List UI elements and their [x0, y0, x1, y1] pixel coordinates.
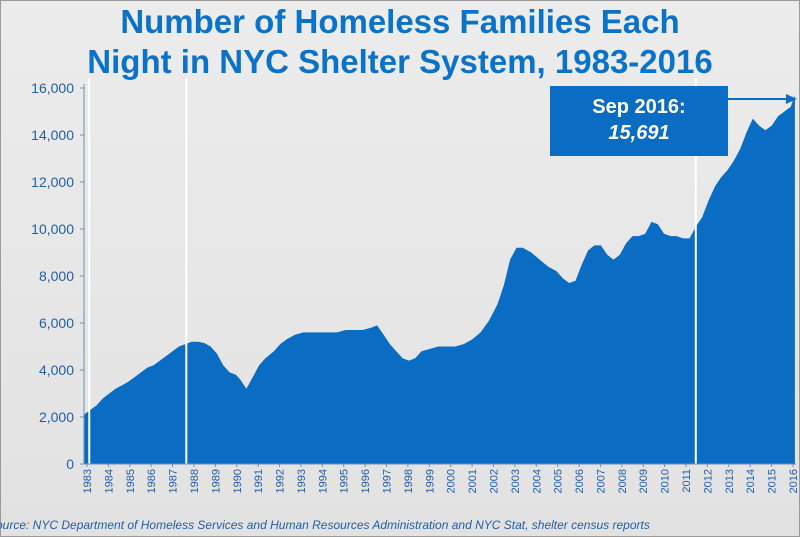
annotation-callout: Sep 2016: 15,691	[550, 86, 728, 156]
x-tick-label-0: 1983	[82, 469, 94, 493]
x-tick-label-25: 2008	[617, 469, 629, 493]
x-tick-label-33: 2016	[788, 469, 800, 493]
x-tick-label-15: 1998	[403, 469, 415, 493]
chart-title-line-2: Night in NYC Shelter System, 1983-2016	[87, 43, 713, 80]
source-note: ource: NYC Department of Homeless Servic…	[0, 518, 650, 532]
x-tick-label-1: 1984	[103, 469, 115, 493]
x-tick-label-20: 2003	[510, 469, 522, 493]
series-area	[84, 95, 795, 465]
x-tick-label-12: 1995	[339, 469, 351, 493]
x-tick-label-13: 1996	[360, 469, 372, 493]
annotation-label: Sep 2016:	[592, 96, 686, 118]
y-tick-label-5: 10,000	[31, 221, 74, 237]
y-tick-label-3: 6,000	[39, 315, 74, 331]
x-tick-label-18: 2001	[467, 469, 479, 493]
x-tick-label-32: 2015	[767, 469, 779, 493]
y-tick-label-7: 14,000	[31, 127, 74, 143]
x-tick-label-16: 1999	[424, 469, 436, 493]
x-tick-label-8: 1991	[253, 469, 265, 493]
x-tick-label-24: 2007	[595, 469, 607, 493]
x-tick-label-26: 2009	[638, 469, 650, 493]
x-tick-label-19: 2002	[488, 469, 500, 493]
y-tick-label-2: 4,000	[39, 362, 74, 378]
x-tick-label-9: 1992	[275, 469, 287, 493]
x-tick-label-11: 1994	[317, 469, 329, 493]
x-tick-label-28: 2011	[681, 469, 693, 493]
x-tick-label-23: 2006	[574, 469, 586, 493]
y-tick-label-6: 12,000	[31, 174, 74, 190]
annotation-arrow-head	[785, 94, 797, 104]
y-tick-label-1: 2,000	[39, 409, 74, 425]
x-tick-label-4: 1987	[168, 469, 180, 493]
annotation-value: 15,691	[608, 122, 670, 144]
x-tick-label-17: 2000	[446, 469, 458, 493]
chart-title: Number of Homeless Families Each Night i…	[0, 2, 800, 82]
y-tick-label-4: 8,000	[39, 268, 74, 284]
x-tick-label-30: 2013	[724, 469, 736, 493]
x-tick-label-31: 2014	[745, 469, 757, 493]
y-tick-label-0: 0	[66, 456, 74, 472]
x-tick-label-7: 1990	[232, 469, 244, 493]
x-tick-label-27: 2010	[660, 469, 672, 493]
x-tick-label-5: 1988	[189, 469, 201, 493]
chart-title-line-1: Number of Homeless Families Each	[120, 3, 680, 40]
x-tick-label-10: 1993	[296, 469, 308, 493]
x-tick-label-14: 1997	[382, 469, 394, 493]
x-tick-label-22: 2005	[553, 469, 565, 493]
x-tick-label-3: 1986	[146, 469, 158, 493]
y-tick-label-8: 16,000	[31, 80, 74, 96]
x-tick-label-6: 1989	[210, 469, 222, 493]
x-tick-label-29: 2012	[702, 469, 714, 493]
x-tick-label-21: 2004	[531, 469, 543, 493]
x-tick-label-2: 1985	[125, 469, 137, 493]
